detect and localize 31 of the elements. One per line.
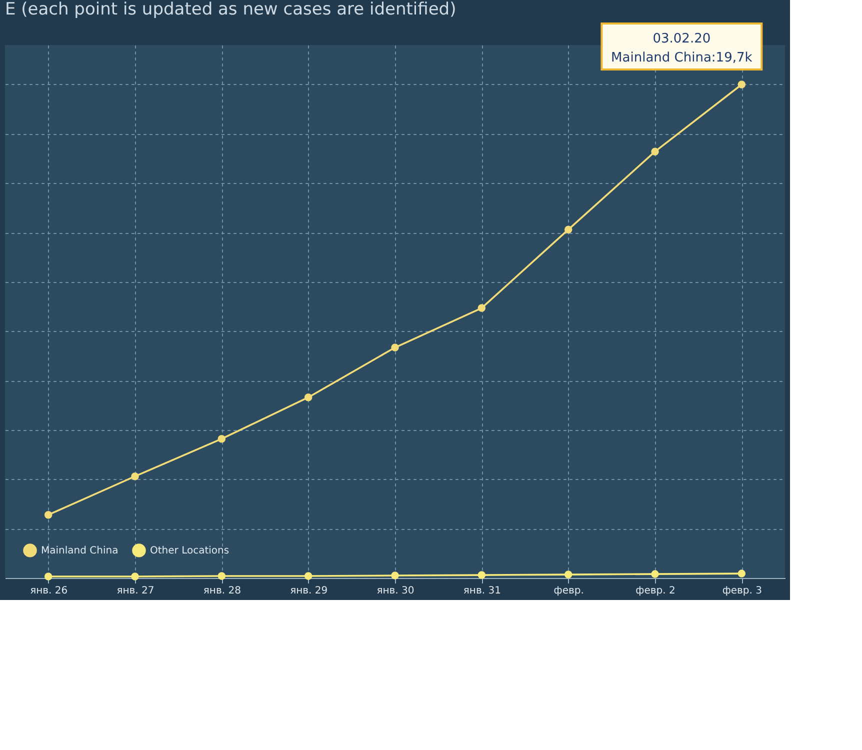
point [564, 570, 572, 578]
x-tick-label: янв. 30 [376, 586, 414, 596]
annotation: 03.02.20 Mainland China:19,7k [611, 31, 753, 66]
point [44, 510, 52, 519]
point [131, 472, 139, 480]
x-tick-label: февр. 3 [722, 586, 762, 596]
chart-title: E (each point is updated as new cases are identified) [5, 0, 456, 20]
x-tick-label: февр. [554, 586, 584, 596]
point [304, 394, 312, 402]
point [478, 304, 486, 312]
x-tick-label: февр. 2 [636, 586, 676, 596]
point [738, 570, 746, 578]
point [651, 570, 659, 578]
point [391, 572, 399, 580]
point [391, 344, 399, 352]
legend-label: Mainland China [41, 545, 118, 556]
point [218, 434, 226, 443]
point [738, 80, 746, 88]
x-tick-label: янв. 27 [116, 586, 154, 596]
x-tick-label: янв. 29 [290, 586, 328, 596]
point [651, 148, 659, 156]
x-tick-label: янв. 31 [463, 586, 501, 596]
point [44, 572, 52, 580]
point [218, 572, 226, 580]
x-tick-label: янв. 28 [203, 586, 241, 596]
legend-label: Other Locations [150, 545, 230, 556]
point [478, 571, 486, 579]
point [304, 572, 312, 580]
point [564, 226, 572, 234]
x-tick-label: янв. 26 [30, 586, 68, 596]
point [131, 572, 139, 580]
